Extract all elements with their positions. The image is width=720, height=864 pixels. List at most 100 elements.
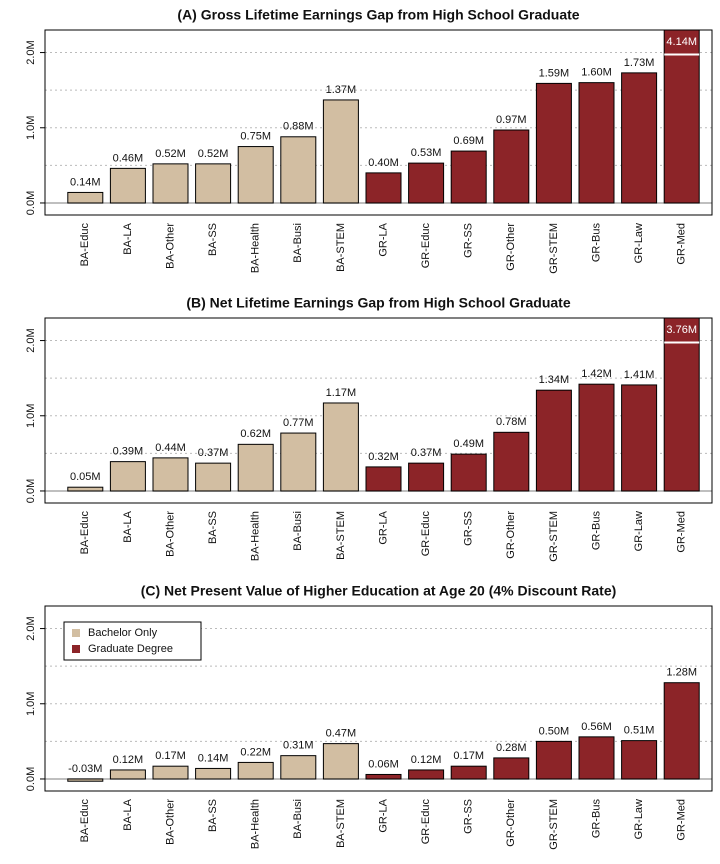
x-tick-label: GR-Educ (420, 799, 432, 845)
data-label: 0.50M (539, 725, 570, 737)
x-tick-label: BA-LA (122, 510, 134, 542)
x-tick-label: BA-LA (122, 222, 134, 254)
data-label: 0.17M (453, 750, 484, 762)
x-tick-label: GR-Law (633, 223, 645, 263)
y-tick-label: 2.0M (25, 616, 37, 640)
y-tick-label: 1.0M (25, 116, 37, 140)
data-label: 0.22M (240, 746, 271, 758)
bar (322, 99, 359, 204)
legend-swatch (72, 629, 80, 637)
y-tick-label: 1.0M (25, 404, 37, 428)
data-label: 0.88M (283, 121, 314, 133)
data-label: 0.49M (453, 438, 484, 450)
bar (535, 389, 572, 492)
bar (152, 457, 189, 492)
y-tick-label: 2.0M (25, 328, 37, 352)
bar (109, 167, 146, 204)
x-tick-label: GR-Law (633, 511, 645, 551)
data-label: 0.52M (198, 148, 229, 160)
x-tick-label: BA-Educ (79, 223, 91, 267)
data-label: 0.69M (453, 135, 484, 147)
x-tick-label: BA-Busi (292, 223, 304, 263)
x-tick-label: BA-Other (164, 223, 176, 269)
x-tick-label: BA-Health (250, 799, 262, 849)
data-label: 0.12M (411, 754, 442, 766)
data-label: 0.40M (368, 157, 399, 169)
data-label: 0.39M (113, 446, 144, 458)
legend-label: Graduate Degree (88, 643, 173, 655)
x-tick-label: GR-LA (377, 798, 389, 832)
plot-frame (44, 317, 713, 504)
data-label: 1.73M (624, 57, 655, 69)
bar (578, 383, 615, 492)
bar (67, 486, 104, 492)
bar (578, 82, 615, 204)
bar (535, 82, 572, 204)
panel: (C) Net Present Value of Higher Educatio… (25, 583, 713, 850)
data-label: 0.77M (283, 417, 314, 429)
data-label: 0.06M (368, 758, 399, 770)
bar (621, 72, 658, 204)
bar (67, 191, 104, 204)
x-tick-label: GR-Other (505, 799, 517, 847)
data-label: 0.51M (624, 725, 655, 737)
x-tick-label: BA-Busi (292, 799, 304, 839)
panel: (A) Gross Lifetime Earnings Gap from Hig… (25, 7, 713, 274)
x-tick-label: BA-Other (164, 511, 176, 557)
x-tick-label: GR-SS (463, 799, 475, 834)
plot-frame (44, 605, 713, 792)
x-tick-label: BA-Educ (79, 511, 91, 555)
y-tick-label: 1.0M (25, 692, 37, 716)
x-tick-label: GR-Other (505, 511, 517, 559)
x-tick-label: GR-Bus (590, 511, 602, 551)
chart-title: (A) Gross Lifetime Earnings Gap from Hig… (177, 7, 579, 23)
x-tick-label: GR-Educ (420, 511, 432, 557)
bar (322, 402, 359, 492)
bar (493, 129, 530, 204)
data-label: 1.60M (581, 67, 612, 79)
data-label: 0.14M (70, 176, 101, 188)
data-label: 0.47M (326, 728, 357, 740)
x-tick-label: BA-Health (250, 511, 262, 561)
data-label: 0.97M (496, 114, 527, 126)
data-label: 0.17M (155, 750, 186, 762)
bar (535, 740, 572, 780)
bar (408, 462, 445, 492)
x-tick-label: GR-Bus (590, 799, 602, 839)
x-tick-label: GR-SS (463, 511, 475, 546)
x-tick-label: BA-Health (250, 223, 262, 273)
bar (152, 163, 189, 204)
bar (450, 150, 487, 204)
y-tick-label: 0.0M (25, 191, 37, 215)
legend-box (63, 621, 202, 661)
y-tick-label: 0.0M (25, 767, 37, 791)
bar (237, 443, 274, 492)
bar (195, 462, 232, 492)
x-tick-label: GR-STEM (548, 511, 560, 562)
bar (67, 778, 104, 782)
data-label: 0.31M (283, 740, 314, 752)
data-label: 0.46M (113, 152, 144, 164)
x-tick-label: GR-SS (463, 223, 475, 258)
x-tick-label: BA-LA (122, 798, 134, 830)
bar (237, 761, 274, 780)
y-tick-label: 0.0M (25, 479, 37, 503)
bar (408, 769, 445, 780)
data-label: 0.05M (70, 471, 101, 483)
legend-label: Bachelor Only (88, 627, 158, 639)
bar (663, 318, 700, 492)
x-tick-label: BA-SS (207, 223, 219, 256)
data-label: 4.14M (666, 36, 697, 48)
bar (280, 432, 317, 492)
x-tick-label: GR-LA (377, 222, 389, 256)
x-tick-label: GR-Med (676, 223, 688, 265)
data-label: 3.76M (666, 324, 697, 336)
bar (195, 163, 232, 204)
data-label: 0.44M (155, 442, 186, 454)
x-tick-label: BA-STEM (335, 223, 347, 272)
bar (365, 172, 402, 204)
data-label: -0.03M (68, 763, 102, 775)
bar (109, 461, 146, 492)
